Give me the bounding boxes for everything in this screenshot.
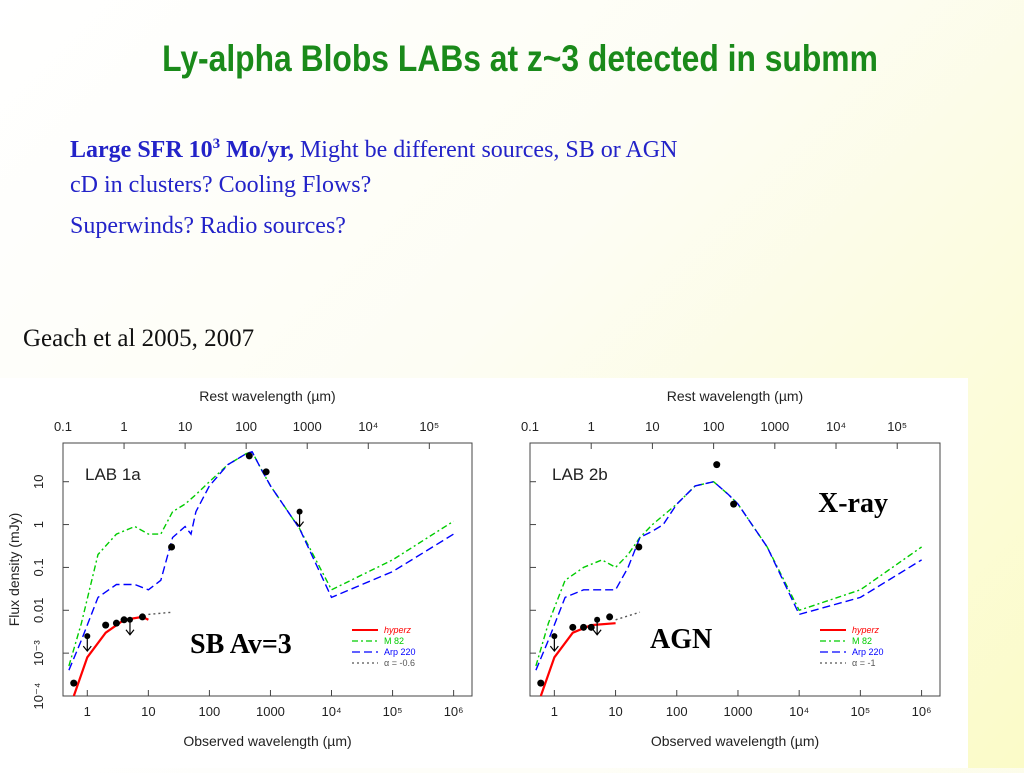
panel-1-panel-label: LAB 1a — [85, 465, 141, 484]
panel-2-x2-tick-label: 0.1 — [521, 419, 539, 434]
panel-2-series-line-4 — [615, 611, 641, 621]
panel-1-x-tick-label: 10⁴ — [321, 704, 341, 719]
panel-2-x2-tick-label: 10 — [645, 419, 659, 434]
panel-2-x-tick-label: 1 — [551, 704, 558, 719]
panel-2-x-tick-label: 10⁴ — [789, 704, 809, 719]
panel-1-y-axis-title: Flux density (mJy) — [6, 513, 22, 627]
sfr-exponent: 3 — [212, 136, 221, 152]
panel-2-upper-limit-point — [551, 633, 558, 640]
panel-1-x-tick-label: 10⁵ — [383, 704, 403, 719]
panel-1-y-tick-label: 10⁻⁴ — [31, 683, 46, 710]
panel-1-data-point — [70, 679, 78, 687]
panel-1-x2-tick-label: 10 — [178, 419, 192, 434]
panel-1-plot-frame — [62, 442, 473, 697]
panel-1-series-line-1 — [72, 615, 149, 697]
panel-2-x2-tick-label: 1000 — [760, 419, 789, 434]
panel-2-x-tick-label: 10⁶ — [912, 704, 932, 719]
panel-2-legend-label: α = -1 — [852, 658, 875, 668]
panel-2-x2-tick-label: 10⁵ — [887, 419, 907, 434]
panel-1-x2-axis-title: Rest wavelength (µm) — [199, 388, 335, 404]
panel-1-x2-tick-label: 10⁵ — [419, 419, 439, 434]
xray-annotation: X-ray — [818, 488, 888, 519]
panel-1-data-point — [262, 468, 270, 476]
panel-1-data-point — [138, 613, 146, 621]
slide-title: Ly-alpha Blobs LABs at z~3 detected in s… — [162, 38, 878, 79]
panel-1-y-tick-label: 0.1 — [31, 558, 46, 576]
panel-1-y-tick-label: 0.01 — [31, 598, 46, 623]
citation: Geach et al 2005, 2007 — [23, 325, 255, 352]
panel-2-data-point — [580, 623, 588, 631]
text-line-2: cD in clusters? Cooling Flows? — [70, 172, 372, 198]
panel-2-plot-frame — [529, 442, 941, 697]
panel-1-x-tick-label: 10 — [141, 704, 155, 719]
agn-annotation: AGN — [650, 624, 712, 655]
sb-av-annotation: SB Av=3 — [190, 629, 292, 660]
text-line-3: Superwinds? Radio sources? — [70, 213, 346, 239]
panel-1-x2-tick-label: 1 — [120, 419, 127, 434]
panel-1-x2-tick-label: 100 — [235, 419, 257, 434]
panel-1-y-tick-label: 10⁻³ — [31, 640, 46, 666]
panel-2-legend-label: hyperz — [852, 625, 880, 635]
panel-2-data-point — [730, 500, 738, 508]
panel-1-x-tick-label: 1000 — [256, 704, 285, 719]
panel-1-legend-label: hyperz — [384, 625, 412, 635]
panel-1-y-tick-label: 1 — [31, 521, 46, 528]
panel-1-upper-limit-point — [84, 633, 91, 640]
panel-2-series-line-3 — [535, 480, 922, 671]
figure-panel: 1 10 100 1000 10⁴ 10⁵ 10⁶ 0.1 1 10 100 1000 10⁴ 10⁵ 10… — [0, 378, 968, 768]
panel-2-data-point — [587, 623, 595, 631]
panel-1-legend-label: Arp 220 — [384, 647, 416, 657]
panel-1-data-point — [112, 619, 120, 627]
sfr-label: Large SFR 10 — [70, 137, 213, 163]
panel-2-x-tick-label: 1000 — [724, 704, 753, 719]
panel-2-x2-axis-title: Rest wavelength (µm) — [667, 388, 803, 404]
panel-1-data-point — [168, 543, 176, 551]
panel-1-legend-label: α = -0.6 — [384, 658, 415, 668]
panel-2-x2-tick-label: 1 — [588, 419, 595, 434]
panel-2-series-line-1 — [539, 622, 616, 697]
panel-1-upper-limit-point — [296, 508, 303, 515]
panel-1-x2-tick-label: 1000 — [293, 419, 322, 434]
panel-1-data-point — [102, 621, 110, 629]
panel-1-x-axis-title: Observed wavelength (µm) — [183, 733, 351, 749]
panel-1-x-tick-label: 100 — [199, 704, 221, 719]
panel-2-data-point — [569, 623, 577, 631]
panel-2-series-line-2 — [535, 480, 923, 667]
panel-2-data-point — [635, 543, 643, 551]
panel-1-x-tick-label: 10⁶ — [444, 704, 464, 719]
panel-1-legend-label: M 82 — [384, 636, 404, 646]
panel-1-x2-tick-label: 10⁴ — [358, 419, 378, 434]
panel-1-data-point — [245, 452, 253, 460]
panel-2-x2-tick-label: 100 — [703, 419, 725, 434]
panel-2-panel-label: LAB 2b — [552, 465, 608, 484]
panel-1-x2-tick-label: 0.1 — [54, 419, 72, 434]
text-line-1: Large SFR 103 Mo/yr, Might be different … — [70, 124, 677, 171]
panel-2-x2-tick-label: 10⁴ — [826, 419, 846, 434]
panel-2-upper-limit-point — [594, 616, 601, 623]
panel-1-series-line-2 — [68, 450, 454, 667]
panel-1-data-point — [120, 616, 128, 624]
panel-1-upper-limit-point — [126, 616, 133, 623]
panel-1-series-line-3 — [68, 450, 454, 671]
panel-2-data-point — [606, 613, 614, 621]
panel-2-x-axis-title: Observed wavelength (µm) — [651, 733, 819, 749]
sfr-unit: Mo/yr, — [220, 137, 294, 163]
panel-2-legend-label: Arp 220 — [852, 647, 884, 657]
panel-2-data-point — [713, 461, 721, 469]
text-line-1-rest: Might be different sources, SB or AGN — [293, 137, 678, 163]
panel-1-y-tick-label: 10 — [31, 474, 46, 488]
panel-1-series-line-4 — [148, 611, 173, 616]
panel-2-x-tick-label: 10⁵ — [850, 704, 870, 719]
panel-1-x-tick-label: 1 — [84, 704, 91, 719]
panel-2-x-tick-label: 10 — [608, 704, 622, 719]
panel-2-legend-label: M 82 — [852, 636, 872, 646]
panel-2-x-tick-label: 100 — [666, 704, 688, 719]
panel-2-data-point — [537, 679, 545, 687]
